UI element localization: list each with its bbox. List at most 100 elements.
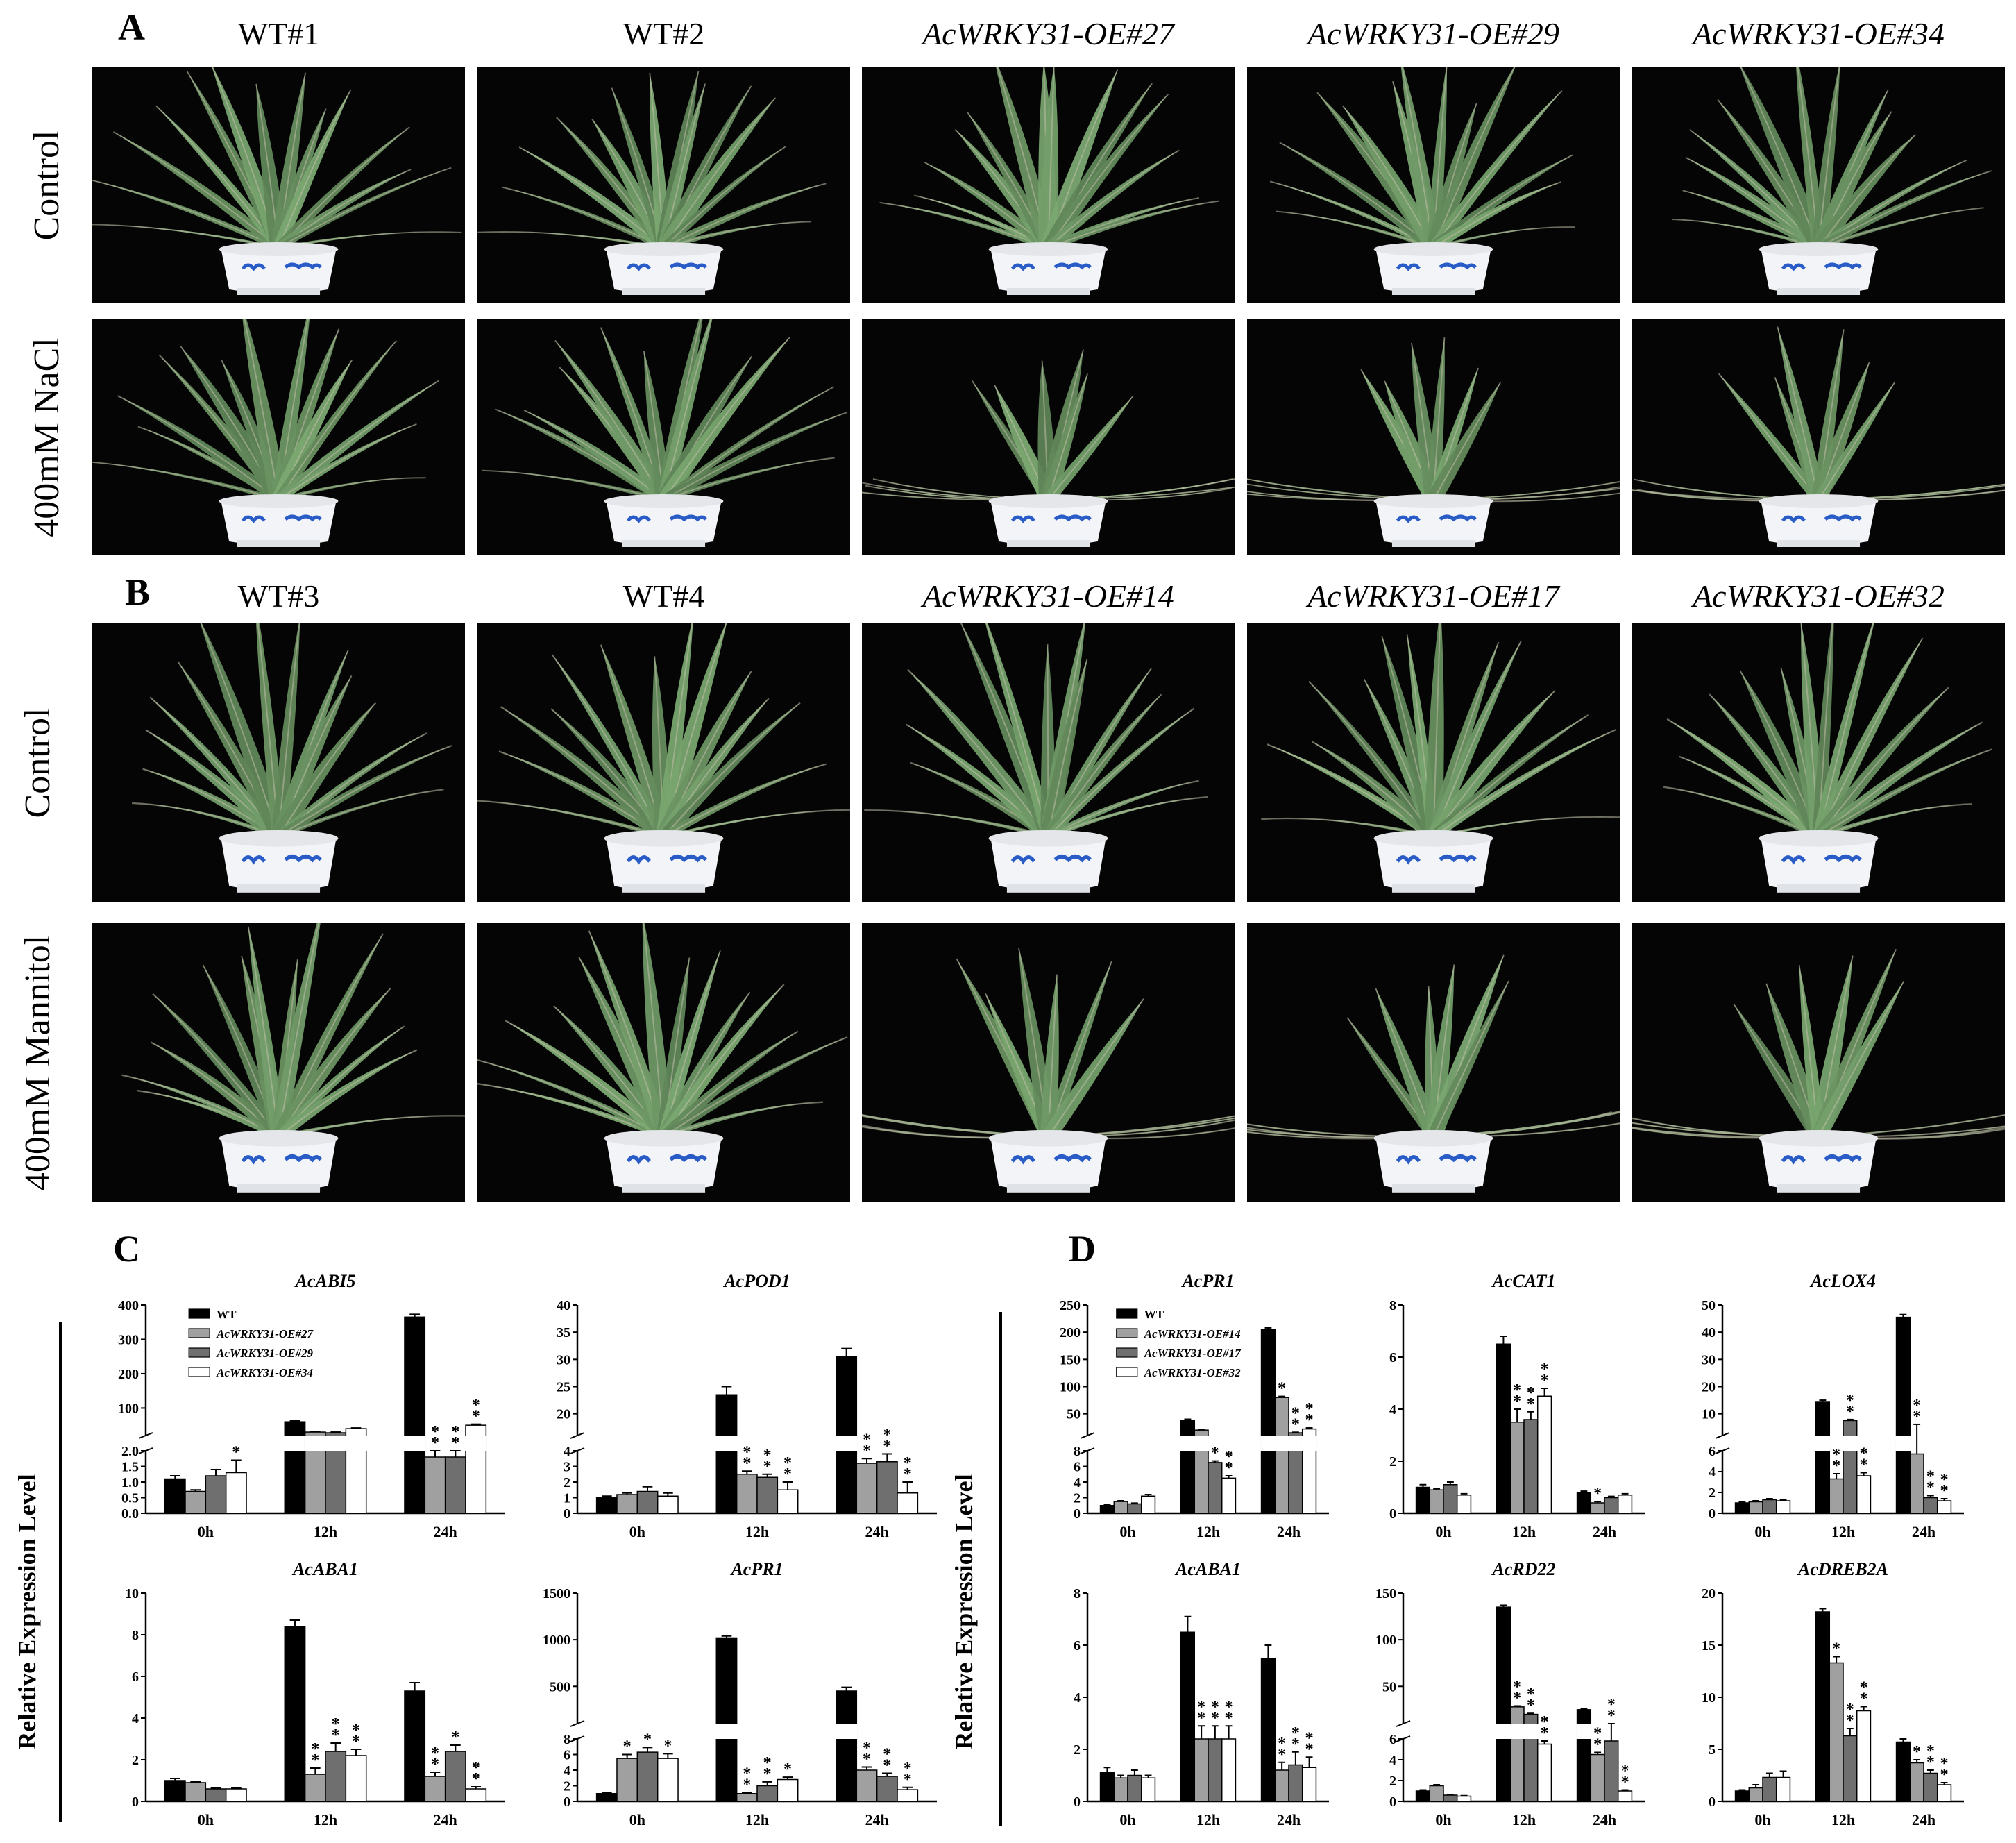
panel-a-column-label-1: WT#1	[237, 16, 320, 51]
significance-star: *	[1527, 1685, 1535, 1703]
panel-c-letter: C	[113, 1228, 140, 1270]
legend-label: WT	[1144, 1308, 1164, 1321]
bar	[1180, 1631, 1196, 1802]
y-tick-label: 0	[1709, 1506, 1716, 1522]
significance-star: *	[1197, 1698, 1205, 1716]
legend-swatch	[1116, 1328, 1138, 1338]
significance-star: *	[1832, 1446, 1840, 1464]
bar	[225, 1788, 247, 1802]
y-tick-label: 0	[1074, 1506, 1081, 1522]
x-tick-label: 12h	[1831, 1811, 1855, 1828]
panel-b-column-label-1: WT#3	[237, 578, 320, 614]
panel-b-plant-photo-r1-c2	[477, 623, 850, 902]
significance-star: *	[1926, 1753, 1935, 1772]
bar	[1604, 1740, 1619, 1802]
chart-acpod1-2: AcPOD1 0 1 2 3 4 20 25 30 35 40 0h * * * * * * 12h * * * * * * 24…	[534, 1270, 944, 1555]
panel-b-plant-photo-r1-c5	[1632, 623, 2005, 902]
significance-star: *	[1607, 1707, 1616, 1725]
significance-star: *	[863, 1442, 871, 1460]
significance-star: *	[451, 1728, 459, 1747]
significance-star: *	[1940, 1755, 1949, 1773]
panel-a-plant-photo-r1-c3	[862, 67, 1235, 303]
panel-b-row-label-1: Control	[18, 707, 58, 818]
bar	[736, 1474, 758, 1514]
significance-star: *	[1278, 1735, 1286, 1753]
significance-star: *	[1225, 1448, 1233, 1466]
x-tick-label: 0h	[1435, 1811, 1451, 1828]
bar	[1590, 1502, 1605, 1514]
y-tick-label: 150	[1375, 1586, 1396, 1601]
significance-star: *	[1278, 1746, 1286, 1764]
bar	[1936, 1500, 1952, 1514]
bar	[1208, 1738, 1223, 1802]
x-tick-label: 24h	[1593, 1811, 1616, 1828]
significance-star: *	[1541, 1713, 1549, 1731]
bar	[345, 1755, 367, 1802]
significance-star: *	[1846, 1392, 1854, 1410]
significance-star: *	[643, 1731, 652, 1749]
y-tick-label: 2	[1074, 1491, 1081, 1506]
bar	[1775, 1776, 1791, 1802]
bar	[1194, 1738, 1209, 1802]
y-tick-label: 2	[1389, 1454, 1396, 1470]
panel-a-plant-photo-r1-c5	[1632, 67, 2005, 303]
bar	[1496, 1606, 1511, 1802]
y-tick-label: 0	[1709, 1794, 1716, 1810]
y-tick-label: 6	[1389, 1350, 1396, 1365]
bar	[1936, 1784, 1952, 1802]
panel-a-plant-photo-r1-c4	[1247, 67, 1620, 303]
y-tick-label: 200	[1060, 1325, 1081, 1340]
bar	[404, 1316, 426, 1514]
legend-label: AcWRKY31-OE#27	[216, 1327, 314, 1340]
bar	[1429, 1489, 1444, 1514]
y-tick-label: 6	[564, 1748, 570, 1763]
bar	[1895, 1316, 1911, 1514]
x-tick-label: 24h	[865, 1811, 889, 1828]
significance-star: *	[1211, 1709, 1219, 1727]
significance-star: *	[904, 1454, 912, 1472]
bar	[1301, 1767, 1317, 1802]
panel-b-plant-photo-r1-c3	[862, 623, 1235, 902]
significance-star: *	[623, 1738, 632, 1756]
bar	[1748, 1787, 1763, 1802]
significance-star: *	[1832, 1457, 1840, 1475]
y-tick-label: 5	[1709, 1742, 1716, 1758]
panel-b-plant-photo-r1-c1	[92, 623, 465, 902]
bar	[1604, 1497, 1619, 1514]
bar	[1415, 1486, 1431, 1514]
x-tick-label: 24h	[434, 1811, 457, 1828]
significance-star: *	[1211, 1698, 1219, 1716]
significance-star: *	[663, 1737, 672, 1755]
panel-a-plant-photo-r1-c1	[92, 67, 465, 303]
bar	[424, 1776, 446, 1802]
bar	[736, 1793, 758, 1802]
panel-b-row-label-2: 400mM Mannitol	[18, 934, 58, 1191]
significance-star: *	[1940, 1766, 1949, 1784]
x-tick-label: 24h	[1593, 1523, 1616, 1540]
bar	[897, 1492, 919, 1514]
bar	[1509, 1422, 1525, 1514]
y-tick-label: 35	[557, 1325, 570, 1340]
bar	[756, 1476, 779, 1514]
y-tick-label: 40	[1702, 1325, 1716, 1340]
x-tick-label: 0h	[1754, 1523, 1770, 1540]
chart-title: AcABA1	[1174, 1559, 1241, 1579]
significance-star: *	[451, 1434, 459, 1452]
panel-b-letter: B	[125, 571, 151, 613]
significance-star: *	[743, 1776, 751, 1794]
significance-star: *	[472, 1770, 480, 1788]
significance-star: *	[1541, 1724, 1549, 1742]
panel-a-plant-photo-r2-c2	[477, 319, 850, 555]
panel-a-row-label-1: Control	[27, 130, 67, 241]
bar	[1221, 1477, 1237, 1514]
bar	[304, 1774, 326, 1802]
panel-a-column-label-2: WT#2	[622, 16, 705, 51]
panel-b-plant-photo-r1-c4	[1247, 623, 1620, 902]
significance-star: *	[472, 1397, 480, 1415]
significance-star: *	[1621, 1774, 1629, 1792]
significance-star: *	[783, 1465, 792, 1483]
bar	[756, 1785, 779, 1802]
bar	[1576, 1709, 1592, 1802]
